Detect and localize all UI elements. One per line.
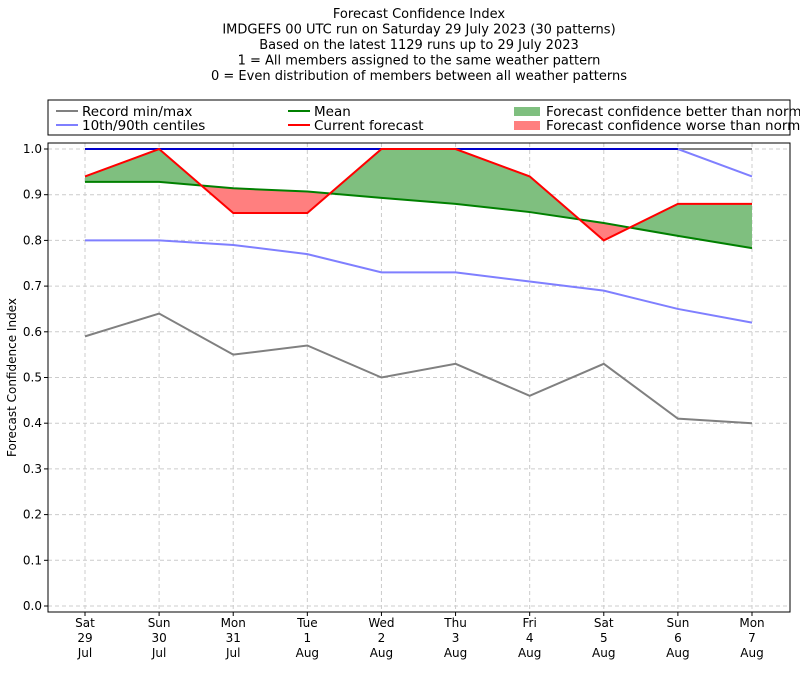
x-tick-label: Aug [740, 646, 763, 660]
x-tick-label: Aug [296, 646, 319, 660]
title-line: Based on the latest 1129 runs up to 29 J… [259, 38, 579, 53]
x-tick-label: Wed [368, 616, 394, 630]
x-tick-label: Fri [523, 616, 537, 630]
x-tick-label: Mon [739, 616, 764, 630]
y-tick-label: 0.6 [23, 325, 42, 339]
title-line: 1 = All members assigned to the same wea… [238, 54, 601, 69]
x-tick-label: 3 [452, 631, 460, 645]
y-tick-label: 0.1 [23, 553, 42, 567]
legend-swatch [514, 107, 540, 116]
x-tick-label: 5 [600, 631, 608, 645]
y-tick-label: 0.7 [23, 279, 42, 293]
legend-label: Forecast confidence better than normal [546, 104, 800, 120]
x-tick-label: Aug [370, 646, 393, 660]
x-tick-label: Aug [592, 646, 615, 660]
legend-label: Forecast confidence worse than normal [546, 118, 800, 134]
y-tick-label: 0.8 [23, 233, 42, 247]
mean-line [85, 180, 753, 250]
title-line: Forecast Confidence Index [333, 7, 505, 22]
y-tick-label: 0.5 [23, 371, 42, 385]
y-tick-label: 1.0 [23, 142, 42, 156]
legend-box [47, 99, 791, 136]
legend-label: Current forecast [314, 118, 424, 134]
x-tick-label: Aug [666, 646, 689, 660]
series-lines [84, 147, 753, 425]
x-tick-label: 30 [151, 631, 166, 645]
x-tick-label: 2 [378, 631, 386, 645]
title-line: IMDGEFS 00 UTC run on Saturday 29 July 2… [222, 23, 615, 38]
10th-centile-line [85, 239, 753, 324]
x-tick-label: Aug [518, 646, 541, 660]
y-tick-label: 0.3 [23, 462, 42, 476]
y-tick-label: 0.4 [23, 416, 42, 430]
current-forecast-line [84, 147, 752, 242]
x-tick-label: Jul [151, 646, 166, 660]
legend-label: 10th/90th centiles [82, 118, 205, 134]
confidence-fills [85, 149, 752, 249]
x-tick-label: Sat [75, 616, 95, 630]
x-tick-label: 31 [226, 631, 241, 645]
x-tick-label: Mon [221, 616, 246, 630]
legend: Record min/max Mean Forecast confidence be… [47, 99, 800, 136]
y-tick-label: 0.2 [23, 508, 42, 522]
axes: 0.00.10.20.30.40.50.60.70.80.91.0Sat29Ju… [5, 142, 765, 660]
x-tick-label: 29 [77, 631, 92, 645]
x-tick-label: Sat [594, 616, 614, 630]
x-tick-label: 6 [674, 631, 682, 645]
x-tick-label: 4 [526, 631, 534, 645]
x-tick-label: Tue [296, 616, 318, 630]
x-tick-label: 1 [304, 631, 312, 645]
legend-swatch [514, 121, 540, 130]
y-tick-label: 0.0 [23, 599, 42, 613]
x-tick-label: Aug [444, 646, 467, 660]
x-tick-label: Sun [148, 616, 171, 630]
x-tick-label: Thu [443, 616, 467, 630]
y-tick-label: 0.9 [23, 188, 42, 202]
title-line: 0 = Even distribution of members between… [211, 69, 627, 84]
x-tick-label: Jul [77, 646, 92, 660]
x-tick-label: 7 [748, 631, 756, 645]
better-than-normal-fill [85, 149, 752, 249]
legend-label: Record min/max [82, 104, 192, 120]
legend-label: Mean [314, 104, 351, 120]
x-tick-label: Sun [666, 616, 689, 630]
y-axis-label: Forecast Confidence Index [5, 298, 19, 457]
x-tick-label: Jul [225, 646, 240, 660]
record-min-line [84, 312, 753, 425]
